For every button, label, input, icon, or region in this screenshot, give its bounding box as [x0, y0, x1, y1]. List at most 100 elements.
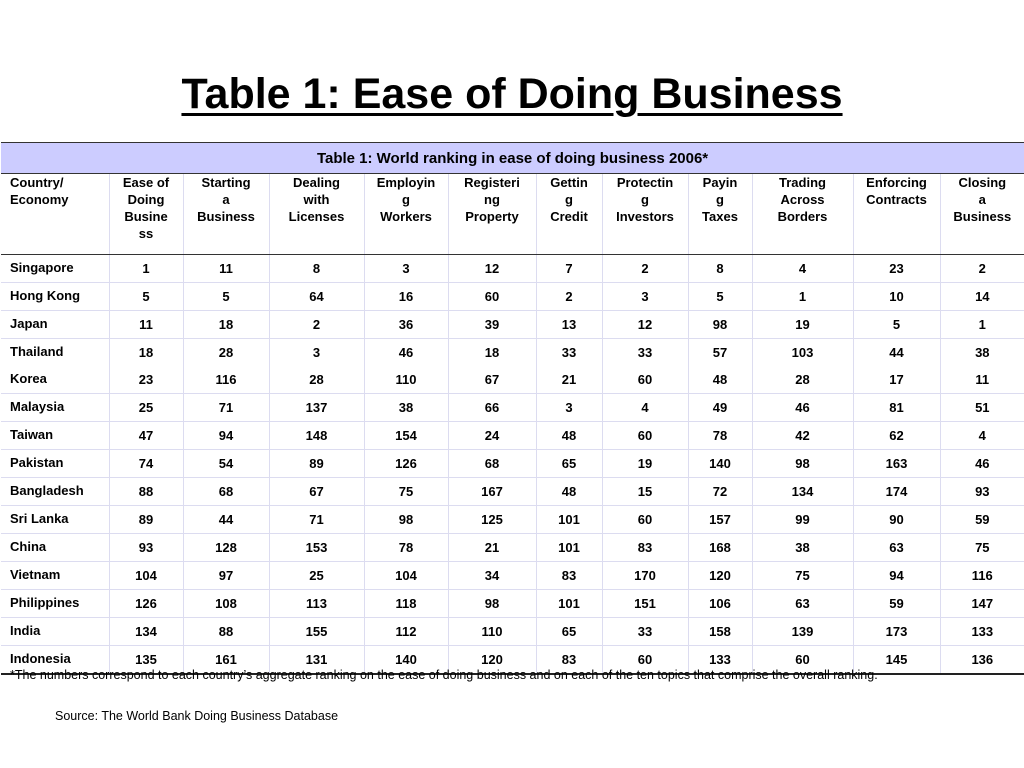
rank-value: 11	[108, 310, 183, 339]
column-header: Enforcing Contracts	[852, 173, 940, 255]
rank-value: 59	[852, 589, 940, 618]
rank-value: 48	[535, 421, 602, 450]
rank-value: 4	[751, 254, 853, 283]
column-header: Trading Across Borders	[751, 173, 853, 255]
country-name: Singapore	[10, 260, 74, 275]
rank-value: 163	[852, 449, 940, 478]
rank-value: 44	[852, 338, 940, 366]
column-header: Country/ Economy	[1, 173, 109, 255]
column-header: Payin g Taxes	[687, 173, 752, 255]
rank-value: 113	[268, 589, 364, 618]
rank-value: 2	[601, 254, 688, 283]
rank-value: 3	[601, 282, 688, 311]
rank-value: 97	[182, 561, 269, 590]
rank-value: 174	[852, 477, 940, 506]
slide-title: Table 1: Ease of Doing Business	[181, 70, 843, 118]
rank-value: 120	[687, 561, 752, 590]
rank-value: 51	[939, 393, 1024, 422]
rank-value: 99	[751, 505, 853, 534]
table-row: Sri Lanka 89 44 71 98 125 101 60 157 99 90 59	[1, 505, 1024, 534]
rank-value: 7	[535, 254, 602, 283]
country-name: Korea	[10, 371, 47, 386]
rank-value: 90	[852, 505, 940, 534]
rank-value: 67	[447, 366, 536, 394]
rank-value: 135	[108, 645, 183, 675]
table-row: Thailand 18 28 3 46 18 33 33 57 103 44 38	[1, 338, 1024, 366]
rank-value: 93	[108, 533, 183, 562]
rank-value: 13	[535, 310, 602, 339]
rank-value: 120	[447, 645, 536, 675]
footnote: *The numbers correspond to each country’…	[10, 668, 878, 682]
country-name: Sri Lanka	[1, 505, 109, 534]
rank-value: 46	[751, 393, 853, 422]
country-name: Thailand	[1, 338, 109, 366]
rank-value: 11	[939, 366, 1024, 394]
table-row: Pakistan 74 54 89 126 68 65 19 140 98 163 46	[1, 449, 1024, 478]
rank-value: 139	[751, 617, 853, 646]
rank-value: 57	[687, 338, 752, 366]
rank-value: 19	[601, 449, 688, 478]
rank-value: 21	[535, 366, 602, 394]
rank-value: 54	[182, 449, 269, 478]
rank-value: 133	[939, 617, 1024, 646]
rank-value: 2	[268, 310, 364, 339]
rank-value: 155	[268, 617, 364, 646]
rank-value: 98	[447, 589, 536, 618]
rank-value: 153	[268, 533, 364, 562]
rank-value: 14	[939, 282, 1024, 311]
rank-value: 60	[751, 645, 853, 675]
rank-value: 21	[447, 533, 536, 562]
rank-value: 118	[363, 589, 448, 618]
rank-value: 170	[601, 561, 688, 590]
rank-value: 12	[447, 254, 536, 283]
source-note: Source: The World Bank Doing Business Da…	[55, 709, 339, 723]
rank-value: 78	[363, 533, 448, 562]
rank-value: 75	[363, 477, 448, 506]
rank-value: 15	[601, 477, 688, 506]
rank-value: 116	[939, 561, 1024, 590]
rank-value: 101	[535, 589, 602, 618]
rank-value: 60	[601, 366, 688, 394]
rank-value: 3	[363, 254, 448, 283]
rank-value: 137	[268, 393, 364, 422]
rank-value: 103	[751, 338, 853, 366]
country-name: Hong Kong	[1, 282, 109, 311]
rank-value: 49	[687, 393, 752, 422]
rank-value: 75	[751, 561, 853, 590]
rank-value: 158	[687, 617, 752, 646]
rank-value: 36	[363, 310, 448, 339]
rank-value: 133	[687, 645, 752, 675]
table-row: India 134 88 155 112 110 65 33 158 139 173 133	[1, 617, 1024, 646]
country-name: Japan	[1, 310, 109, 339]
rank-value: 88	[108, 477, 183, 506]
table-row: Vietnam 104 97 25 104 34 83 170 120 75 94 116	[1, 561, 1024, 590]
rank-value: 101	[535, 533, 602, 562]
rank-value: 18	[108, 338, 183, 366]
rank-value: 126	[108, 589, 183, 618]
rank-value: 42	[751, 421, 853, 450]
rank-value: 10	[852, 282, 940, 311]
table-row: Korea 23 116 28 110 67 21 60 48 28 17 11	[1, 366, 1024, 394]
rank-value: 23	[108, 366, 183, 394]
rank-value: 98	[751, 449, 853, 478]
rank-value: 5	[687, 282, 752, 311]
rank-value: 3	[535, 393, 602, 422]
column-header: Protectin g Investors	[601, 173, 688, 255]
rank-value: 12	[601, 310, 688, 339]
table-row: Bangladesh 88 68 67 75 167 48 15 72 134 174 93	[1, 477, 1024, 506]
rank-value: 108	[182, 589, 269, 618]
table-header-row: Country/ Economy Ease of Doing Busine ss S…	[1, 173, 1024, 255]
rank-value: 28	[751, 366, 853, 394]
rank-value: 28	[182, 338, 269, 366]
rank-value: 17	[852, 366, 940, 394]
rank-value: 60	[601, 421, 688, 450]
rank-value: 89	[268, 449, 364, 478]
table-row: China 93 128 153 78 21 101 83 168 38 63 75	[1, 533, 1024, 562]
column-header: Starting a Business	[182, 173, 269, 255]
rank-value: 11	[182, 254, 269, 283]
table-caption-row: Table 1: World ranking in ease of doing …	[1, 142, 1024, 174]
rank-value: 78	[687, 421, 752, 450]
column-header: Gettin g Credit	[535, 173, 602, 255]
column-header: Dealing with Licenses	[268, 173, 364, 255]
rank-value: 71	[268, 505, 364, 534]
